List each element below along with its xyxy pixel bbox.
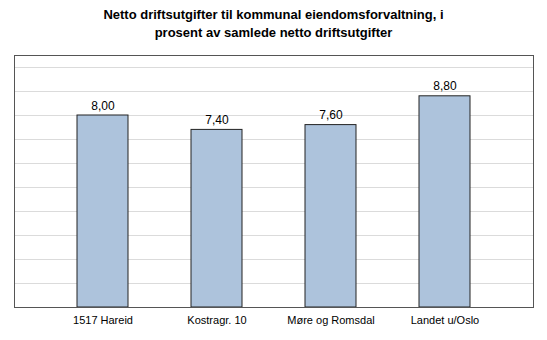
svg-text:7,60: 7,60 <box>319 108 343 122</box>
svg-text:8,80: 8,80 <box>433 79 457 93</box>
svg-text:Kostragr. 10: Kostragr. 10 <box>187 314 246 326</box>
svg-text:1517 Hareid: 1517 Hareid <box>73 314 133 326</box>
html-text:Netto driftsutgifter til kommu: Netto driftsutgifter til kommunal eiendo… <box>103 7 444 40</box>
svg-text:Møre og Romsdal: Møre og Romsdal <box>287 314 374 326</box>
svg-text:7,40: 7,40 <box>205 113 229 127</box>
svg-text:Landet u/Oslo: Landet u/Oslo <box>411 314 480 326</box>
svg-text:8,00: 8,00 <box>91 99 115 113</box>
